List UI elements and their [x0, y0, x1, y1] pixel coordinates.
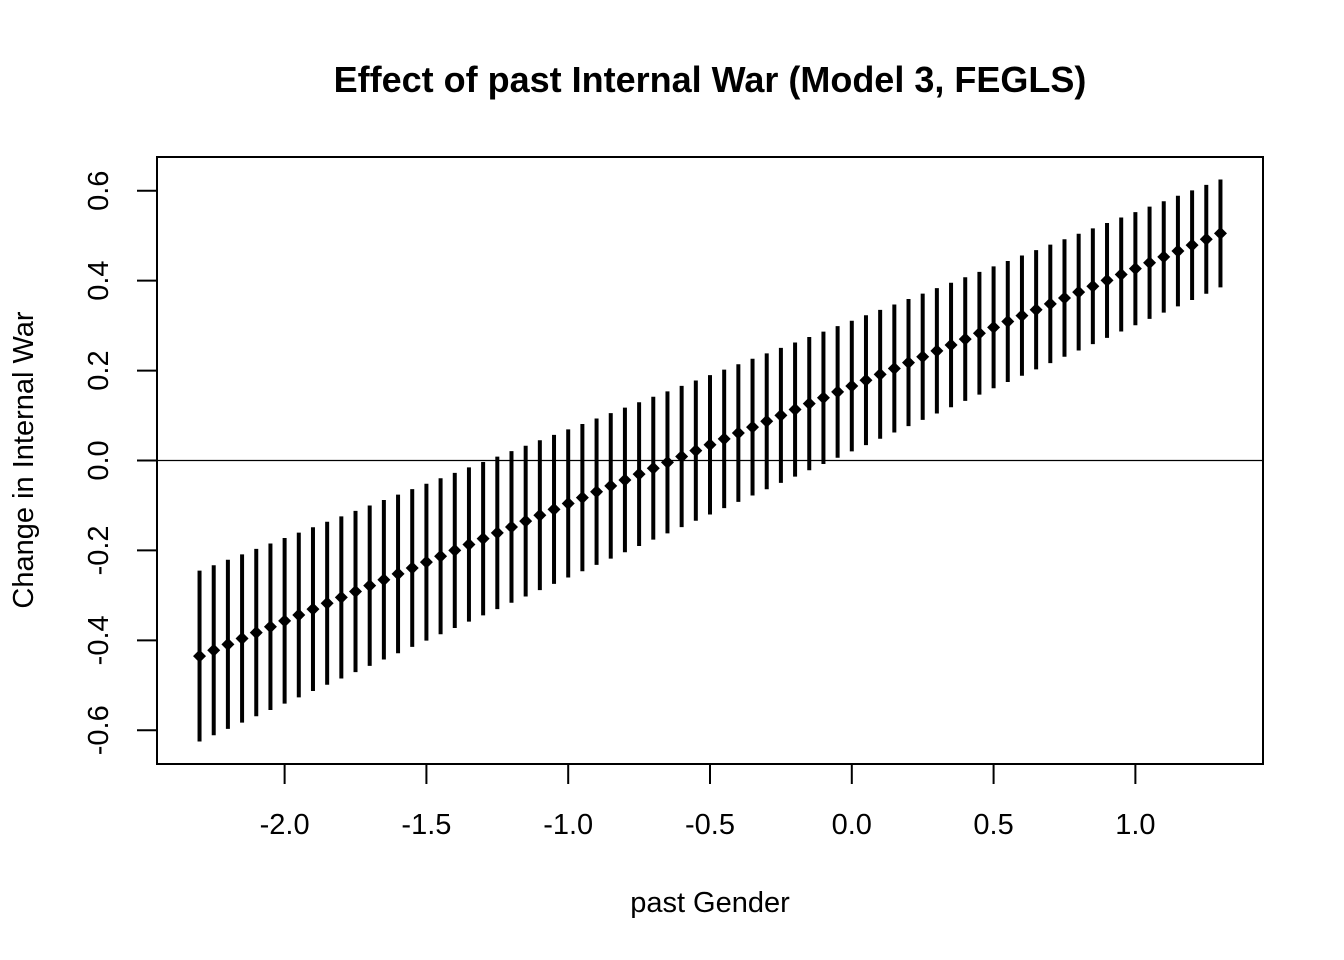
point-estimate: [1199, 232, 1213, 246]
point-estimate: [263, 620, 277, 634]
point-estimate: [760, 414, 774, 428]
point-estimate: [930, 344, 944, 358]
y-axis-label: Change in Internal War: [8, 311, 40, 608]
point-estimate: [575, 491, 589, 505]
point-estimate: [1100, 273, 1114, 287]
point-estimate: [490, 526, 504, 540]
x-tick-label: 1.0: [1115, 809, 1155, 841]
point-estimate: [193, 649, 207, 663]
point-estimate: [788, 403, 802, 417]
point-estimate: [944, 338, 958, 352]
point-estimate: [533, 508, 547, 522]
x-tick-label: 0.0: [832, 809, 872, 841]
point-estimate: [1057, 291, 1071, 305]
point-estimates: [193, 226, 1227, 663]
point-estimate: [419, 555, 433, 569]
y-tick-label: 0.6: [83, 171, 115, 211]
point-estimate: [590, 485, 604, 499]
point-estimate: [292, 608, 306, 622]
x-tick-label: -2.0: [260, 809, 310, 841]
point-estimate: [334, 590, 348, 604]
point-estimate: [519, 514, 533, 528]
x-tick-label: -1.5: [401, 809, 451, 841]
point-estimate: [391, 567, 405, 581]
point-estimate: [845, 379, 859, 393]
point-estimate: [462, 538, 476, 552]
point-estimate: [916, 350, 930, 364]
point-estimate: [660, 455, 674, 469]
point-estimate: [1015, 309, 1029, 323]
point-estimate: [887, 361, 901, 375]
point-estimate: [476, 532, 490, 546]
y-tick-label: 0.2: [83, 350, 115, 390]
point-estimate: [873, 367, 887, 381]
point-estimate: [675, 450, 689, 464]
point-estimate: [235, 631, 249, 645]
y-axis: -0.6 -0.4 -0.2 0.0 0.2 0.4 0.6: [83, 171, 158, 755]
point-estimate: [377, 573, 391, 587]
y-tick-label: 0.4: [83, 260, 115, 300]
point-estimate: [249, 626, 263, 640]
point-estimate: [831, 385, 845, 399]
point-estimate: [717, 432, 731, 446]
y-tick-label: -0.6: [83, 705, 115, 755]
point-estimate: [987, 320, 1001, 334]
point-estimate: [306, 602, 320, 616]
point-estimate: [278, 614, 292, 628]
point-estimate: [816, 391, 830, 405]
point-estimate: [405, 561, 419, 575]
point-estimate: [504, 520, 518, 534]
point-estimate: [774, 408, 788, 422]
point-estimate: [1001, 314, 1015, 328]
y-tick-label: -0.2: [83, 525, 115, 575]
point-estimate: [646, 461, 660, 475]
point-estimate: [1171, 244, 1185, 258]
point-estimate: [207, 643, 221, 657]
point-estimate: [1213, 226, 1227, 240]
x-axis-label: past Gender: [630, 887, 790, 919]
point-estimate: [320, 596, 334, 610]
point-estimate: [434, 549, 448, 563]
point-estimate: [746, 420, 760, 434]
point-estimate: [689, 444, 703, 458]
point-estimate: [703, 438, 717, 452]
x-tick-label: 0.5: [973, 809, 1013, 841]
point-estimate: [561, 496, 575, 510]
point-estimate: [1043, 297, 1057, 311]
point-estimate: [972, 326, 986, 340]
point-estimate: [1086, 279, 1100, 293]
point-estimate: [363, 579, 377, 593]
point-estimate: [1128, 262, 1142, 276]
point-estimate: [618, 473, 632, 487]
x-tick-label: -1.0: [543, 809, 593, 841]
point-estimate: [1072, 285, 1086, 299]
point-estimate: [1143, 256, 1157, 270]
point-estimate: [802, 397, 816, 411]
point-estimate: [1157, 250, 1171, 264]
point-estimate: [349, 585, 363, 599]
point-estimate: [958, 332, 972, 346]
point-estimate: [221, 637, 235, 651]
x-axis: -2.0 -1.5 -1.0 -0.5 0.0 0.5 1.0: [260, 763, 1156, 841]
point-estimate: [1185, 238, 1199, 252]
point-estimate: [604, 479, 618, 493]
chart-title: Effect of past Internal War (Model 3, FE…: [334, 59, 1087, 100]
point-estimate: [547, 502, 561, 516]
y-tick-label: -0.4: [83, 615, 115, 665]
point-estimate: [859, 373, 873, 387]
x-tick-label: -0.5: [685, 809, 735, 841]
point-estimate: [632, 467, 646, 481]
point-estimate: [731, 426, 745, 440]
point-estimate: [1029, 303, 1043, 317]
point-estimate: [1114, 268, 1128, 282]
point-estimate: [902, 356, 916, 370]
point-estimate: [448, 543, 462, 557]
y-tick-label: 0.0: [83, 440, 115, 480]
